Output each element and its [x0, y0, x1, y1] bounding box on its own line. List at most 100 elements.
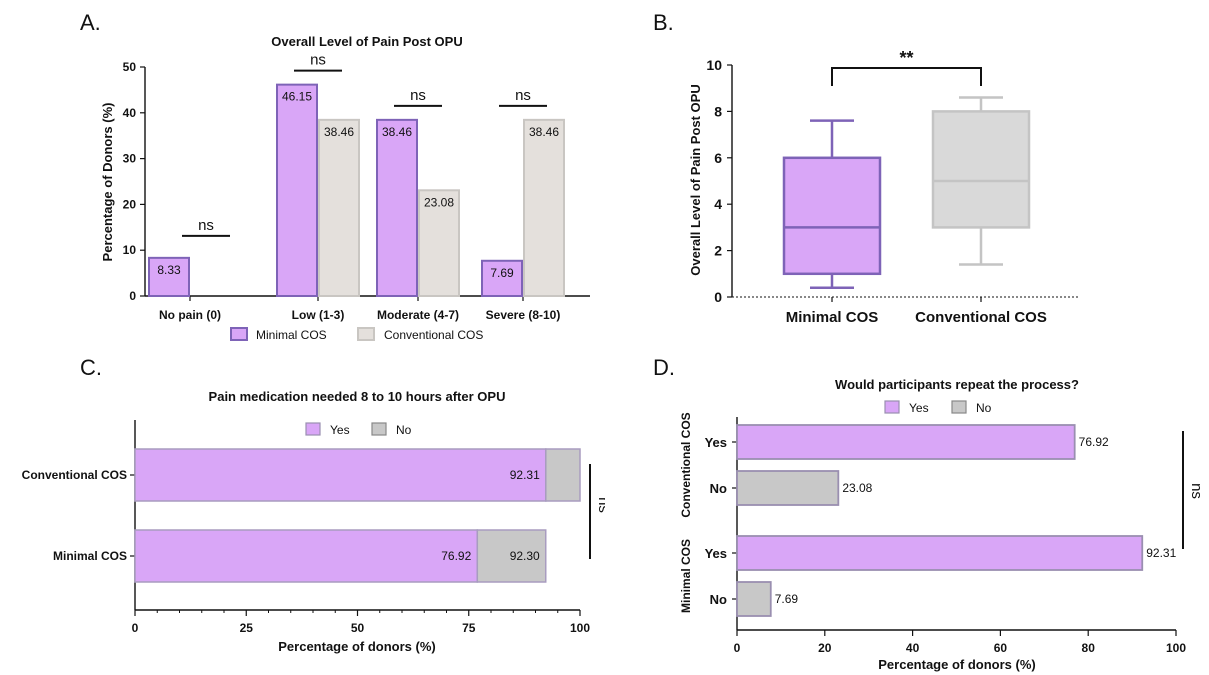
c-x-tick-label: 75	[462, 621, 476, 635]
b-y-tick-label: 0	[714, 289, 722, 305]
d-data-label: 76.92	[1079, 435, 1109, 449]
d-y-tick-label: Yes	[705, 546, 727, 561]
c-y-tick-label: Conventional COS	[22, 468, 127, 482]
b-y-tick-label: 8	[714, 103, 722, 119]
d-legend-swatch-no	[951, 400, 967, 414]
c-ns-label: ns	[595, 497, 605, 513]
chart-d-xlabel: Percentage of donors (%)	[878, 657, 1035, 672]
b-significance-bracket	[831, 67, 982, 86]
panel-label-d: D.	[653, 355, 675, 380]
c-x-tick-label: 0	[132, 621, 139, 635]
a-data-label: 38.46	[324, 125, 354, 139]
b-y-tick-label: 2	[714, 243, 722, 259]
d-group-label: Minimal COS	[679, 539, 693, 613]
b-x-tick-label: Conventional COS	[915, 309, 1047, 326]
d-x-tick-label: 20	[818, 641, 832, 655]
chart-d: D. Would participants repeat the process…	[653, 355, 1205, 672]
chart-b: B. Overall Level of Pain Post OPU 0 2 4 6 8 1…	[653, 10, 1080, 326]
c-legend-label-yes: Yes	[330, 423, 350, 437]
b-y-tick-label: 10	[706, 57, 722, 73]
d-bar-no	[736, 581, 772, 617]
a-y-tick-label: 20	[123, 197, 137, 211]
a-ns-label: ns	[410, 87, 426, 104]
chart-a-ylabel: Percentage of Donors (%)	[100, 103, 115, 262]
a-ns-label: ns	[515, 87, 531, 104]
c-x-tick-label: 50	[351, 621, 365, 635]
panel-label-c: C.	[80, 355, 102, 380]
c-data-label: 76.92	[441, 549, 471, 563]
b-y-tick-label: 4	[714, 196, 722, 212]
b-significance-label: **	[899, 48, 913, 68]
d-data-label: 23.08	[842, 481, 872, 495]
chart-d-title: Would participants repeat the process?	[835, 377, 1079, 392]
a-y-tick-label: 10	[123, 243, 137, 257]
a-y-tick-label: 50	[123, 60, 137, 74]
a-data-label: 8.33	[157, 263, 181, 277]
panel-label-b: B.	[653, 10, 674, 35]
c-legend-swatch-no	[371, 422, 387, 436]
a-data-label: 23.08	[424, 195, 454, 209]
c-data-label: 92.31	[510, 468, 540, 482]
a-legend-swatch-minimal	[230, 327, 248, 341]
a-bar-minimal	[481, 259, 523, 297]
d-bar-yes	[736, 535, 1144, 571]
c-bar-no	[545, 448, 581, 502]
d-y-tick-label: No	[710, 481, 727, 496]
a-data-label: 38.46	[529, 125, 559, 139]
c-x-tick-label: 100	[570, 621, 590, 635]
c-legend-swatch-yes	[305, 422, 321, 436]
chart-b-ylabel: Overall Level of Pain Post OPU	[688, 84, 703, 275]
a-legend-label-minimal: Minimal COS	[256, 328, 327, 342]
a-data-label: 7.69	[490, 266, 514, 280]
a-y-tick-label: 0	[129, 289, 136, 303]
d-data-label: 92.31	[1146, 546, 1176, 560]
d-x-tick-label: 0	[734, 641, 741, 655]
chart-a-title: Overall Level of Pain Post OPU	[271, 34, 462, 49]
c-bar-yes	[134, 448, 547, 502]
b-box	[931, 110, 1031, 229]
a-x-tick-label: Severe (8-10)	[486, 308, 561, 322]
d-x-tick-label: 40	[906, 641, 920, 655]
a-ns-label: ns	[198, 217, 214, 234]
b-y-tick-label: 6	[714, 150, 722, 166]
a-bar-conventional	[418, 189, 460, 297]
d-ns-label: ns	[1188, 483, 1205, 499]
d-legend-label-yes: Yes	[909, 401, 929, 415]
c-x-tick-label: 25	[240, 621, 254, 635]
a-y-tick-label: 40	[123, 106, 137, 120]
c-legend-label-no: No	[396, 423, 412, 437]
a-data-label: 38.46	[382, 125, 412, 139]
d-x-tick-label: 60	[994, 641, 1008, 655]
a-data-label: 46.15	[282, 90, 312, 104]
c-data-label: 92.30	[510, 549, 540, 563]
chart-c-xlabel: Percentage of donors (%)	[278, 639, 435, 654]
d-data-label: 7.69	[775, 592, 799, 606]
d-y-tick-label: Yes	[705, 435, 727, 450]
d-bar-yes	[736, 424, 1076, 460]
a-x-tick-label: Moderate (4-7)	[377, 308, 459, 322]
c-bar-yes	[134, 529, 479, 583]
a-bar-minimal	[376, 118, 418, 298]
chart-a: A. Overall Level of Pain Post OPU Percen…	[80, 10, 590, 342]
a-bar-conventional	[318, 118, 360, 298]
c-bar-no	[476, 529, 547, 583]
a-x-tick-label: No pain (0)	[159, 308, 221, 322]
a-ns-label: ns	[310, 52, 326, 69]
a-bar-minimal	[148, 256, 190, 298]
d-y-tick-label: No	[710, 592, 727, 607]
a-bar-conventional	[523, 118, 565, 298]
chart-c-title: Pain medication needed 8 to 10 hours aft…	[209, 389, 506, 404]
c-y-tick-label: Minimal COS	[53, 549, 127, 563]
a-legend-label-conventional: Conventional COS	[384, 328, 483, 342]
chart-c: C. Pain medication needed 8 to 10 hours …	[22, 355, 605, 654]
b-box	[782, 156, 882, 276]
panel-label-a: A.	[80, 10, 101, 35]
a-y-tick-label: 30	[123, 152, 137, 166]
b-x-tick-label: Minimal COS	[786, 309, 879, 326]
d-x-tick-label: 80	[1082, 641, 1096, 655]
d-legend-label-no: No	[976, 401, 992, 415]
a-legend-swatch-conventional	[357, 327, 375, 341]
a-bar-minimal	[276, 83, 318, 298]
a-x-tick-label: Low (1-3)	[292, 308, 345, 322]
d-group-label: Conventional COS	[679, 412, 693, 517]
